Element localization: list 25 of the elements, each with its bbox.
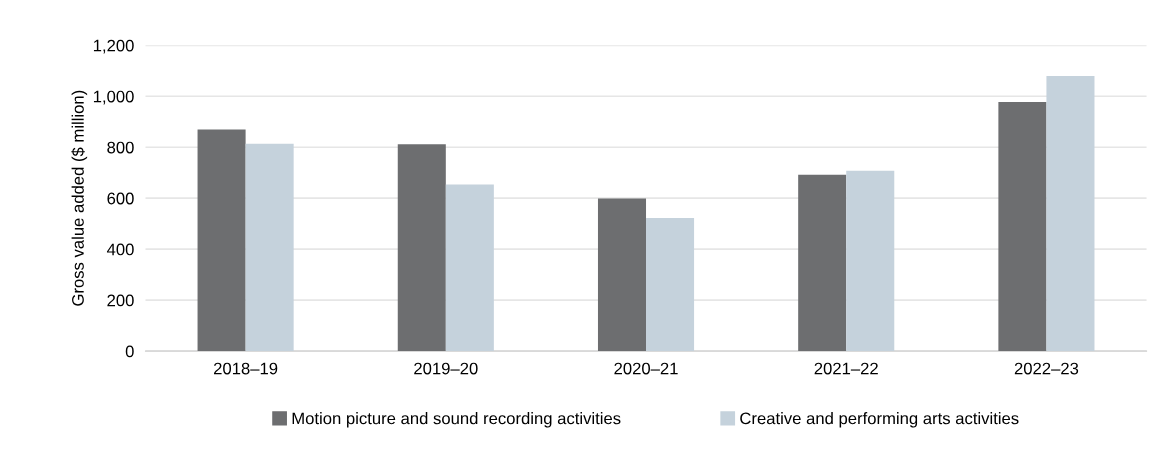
y-tick-label: 800 — [107, 141, 134, 154]
y-tick-label: 1,000 — [93, 90, 134, 105]
bar — [597, 198, 647, 352]
y-tick-label: 600 — [107, 192, 134, 205]
x-tick-label: 2021–22 — [814, 362, 878, 375]
bar — [646, 218, 695, 352]
y-tick-label: 1,200 — [93, 39, 134, 54]
bar — [798, 174, 847, 352]
y-tick-label: 400 — [106, 243, 134, 256]
bar — [998, 102, 1047, 352]
y-axis-title: Gross value added ($ million) — [71, 90, 88, 306]
bar — [245, 143, 294, 352]
bar — [846, 170, 895, 352]
y-tick-label: 0 — [125, 345, 134, 358]
bar — [397, 144, 446, 352]
y-tick-label: 200 — [107, 294, 134, 307]
x-tick-label: 2022–23 — [1014, 362, 1079, 375]
x-tick-label: 2020–21 — [614, 362, 678, 375]
x-tick-label: 2018–19 — [214, 362, 278, 375]
bar — [445, 184, 494, 352]
legend-label: Creative and performing arts activities — [740, 412, 1019, 428]
bar — [197, 129, 246, 352]
x-tick-label: 2019–20 — [414, 362, 478, 375]
legend-label: Motion picture and sound recording activities — [292, 412, 621, 428]
bar — [1046, 75, 1095, 352]
